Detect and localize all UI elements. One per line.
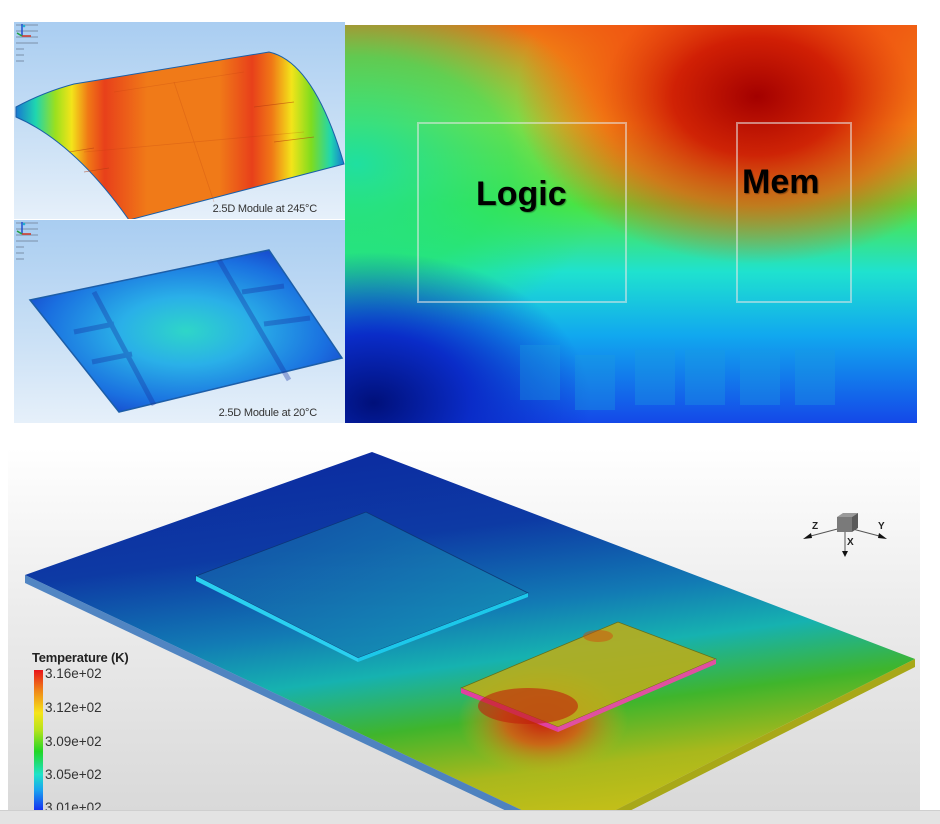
legend-tick-max: 3.16e+02 (45, 666, 102, 681)
bottom-edge-bar (0, 810, 940, 824)
mem-label: Mem (742, 163, 820, 201)
temperature-3d-plot (25, 452, 915, 810)
axis-triad-icon (16, 24, 31, 37)
viewer-info-text (16, 24, 38, 66)
thermal-heatmap-panel: Logic Mem (345, 25, 917, 423)
colorbar (34, 670, 43, 813)
legend-tick: 3.12e+02 (45, 700, 102, 715)
axis-x-label: X (847, 537, 854, 548)
axis-y-label: Y (878, 521, 885, 532)
logic-label: Logic (476, 175, 567, 213)
temperature-colorbar-legend: Temperature (K) 3.16e+02 3.12e+02 3.09e+… (32, 650, 202, 820)
axis-z-label: Z (812, 521, 818, 532)
logic-die-outline (417, 122, 627, 303)
temperature-3d-panel: Z Y X (8, 448, 920, 810)
legend-title: Temperature (K) (32, 650, 129, 665)
warpage-hot-plot (15, 51, 345, 219)
axis-triad-icon: Z Y X (803, 513, 887, 557)
warpage-cold-panel: 2.5D Module at 20°C (14, 220, 345, 423)
panel-caption-245c: 2.5D Module at 245°C (212, 203, 318, 215)
legend-tick: 3.09e+02 (45, 734, 102, 749)
viewer-info-text (16, 222, 38, 264)
axis-triad-icon (16, 222, 31, 235)
mem-die-outline (736, 122, 852, 303)
legend-tick: 3.05e+02 (45, 767, 102, 782)
warpage-cold-plot (28, 249, 344, 413)
thermal-heatmap-plot (345, 25, 917, 423)
panel-caption-20c: 2.5D Module at 20°C (218, 407, 318, 419)
warpage-hot-panel: 2.5D Module at 245°C (14, 22, 345, 219)
